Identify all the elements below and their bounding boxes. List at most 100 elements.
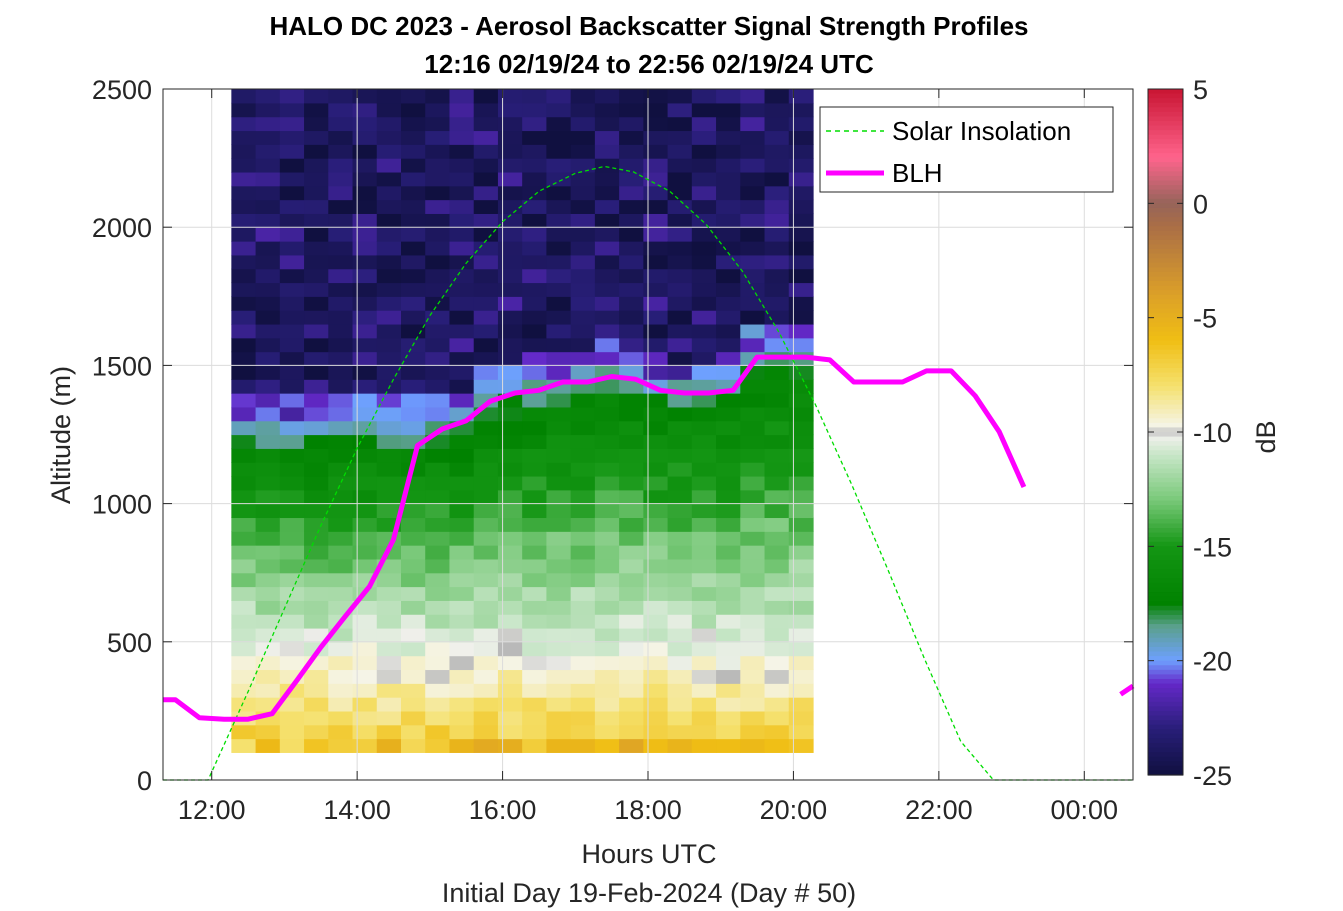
heatmap-cell — [255, 475, 281, 491]
heatmap-cell — [546, 351, 572, 366]
heatmap-cell — [667, 517, 693, 532]
heatmap-cell — [667, 213, 693, 228]
heatmap-cell — [497, 683, 523, 698]
heatmap-cell — [740, 462, 766, 477]
heatmap-cell — [401, 503, 426, 519]
heatmap-cell — [401, 655, 426, 671]
heatmap-cell — [570, 710, 596, 726]
heatmap-cell — [594, 738, 620, 753]
heatmap-cell — [449, 144, 475, 159]
heatmap-cell — [497, 517, 523, 532]
heatmap-cell — [376, 420, 402, 436]
heatmap-cell — [643, 683, 669, 698]
colorbar-band — [1148, 578, 1183, 584]
heatmap-cell — [401, 282, 426, 297]
heatmap-cell — [788, 227, 814, 242]
heatmap-cell — [740, 724, 766, 740]
heatmap-cell — [619, 185, 644, 201]
heatmap-cell — [304, 489, 329, 505]
heatmap-cell — [619, 406, 644, 422]
heatmap-cell — [619, 724, 644, 740]
heatmap-cell — [667, 199, 693, 214]
x-tick-label: 16:00 — [469, 795, 537, 825]
heatmap-cell — [449, 323, 475, 339]
heatmap-cell — [449, 199, 475, 214]
heatmap-cell — [255, 655, 281, 671]
heatmap-cell — [376, 475, 402, 491]
heatmap-cell — [231, 102, 257, 118]
heatmap-cell — [764, 489, 790, 505]
heatmap-cell — [716, 669, 741, 684]
heatmap-cell — [546, 724, 572, 740]
heatmap-cell — [619, 158, 644, 173]
heatmap-cell — [279, 323, 305, 339]
heatmap-cell — [570, 434, 596, 449]
heatmap-cell — [473, 434, 499, 449]
heatmap-cell — [279, 517, 305, 532]
heatmap-cell — [740, 420, 766, 436]
heatmap-cell — [497, 351, 523, 366]
heatmap-cell — [764, 448, 790, 463]
heatmap-cell — [425, 517, 451, 532]
heatmap-cell — [667, 351, 693, 366]
heatmap-cell — [255, 337, 281, 353]
heatmap-cell — [691, 282, 717, 297]
heatmap-cell — [279, 558, 305, 574]
heatmap-cell — [401, 351, 426, 366]
heatmap-cell — [716, 296, 741, 311]
heatmap-cell — [328, 130, 354, 145]
heatmap-cell — [764, 627, 790, 643]
colorbar-band — [1148, 706, 1183, 712]
heatmap-cell — [764, 614, 790, 629]
heatmap-cell — [643, 213, 669, 228]
heatmap-cell — [473, 600, 499, 615]
heatmap-cell — [449, 241, 475, 256]
heatmap-cell — [619, 268, 644, 284]
heatmap-cell — [352, 462, 378, 477]
heatmap-cell — [376, 323, 402, 339]
heatmap-cell — [788, 130, 814, 145]
colorbar-band — [1148, 262, 1183, 268]
heatmap-cell — [304, 268, 329, 284]
heatmap-cell — [522, 89, 548, 104]
heatmap-cell — [788, 185, 814, 201]
heatmap-cell — [231, 365, 257, 380]
heatmap-cell — [740, 600, 766, 615]
heatmap-cell — [619, 683, 644, 698]
heatmap-cell — [449, 475, 475, 491]
colorbar-band — [1148, 107, 1183, 113]
heatmap-cell — [522, 116, 548, 132]
heatmap-cell — [449, 282, 475, 297]
heatmap-cell — [376, 503, 402, 519]
heatmap-cell — [255, 158, 281, 173]
heatmap-cell — [740, 738, 766, 753]
heatmap-cell — [619, 434, 644, 449]
heatmap-cell — [304, 545, 329, 560]
heatmap-cell — [788, 517, 814, 532]
heatmap-cell — [449, 600, 475, 615]
heatmap-cell — [376, 710, 402, 726]
colorbar-tick-label: -5 — [1193, 304, 1217, 334]
heatmap-cell — [619, 614, 644, 629]
heatmap-cell — [279, 171, 305, 187]
heatmap-cell — [401, 199, 426, 214]
colorbar-band — [1148, 390, 1183, 397]
heatmap-cell — [376, 144, 402, 159]
heatmap-cell — [473, 420, 499, 436]
heatmap-cell — [764, 185, 790, 201]
heatmap-cell — [328, 296, 354, 311]
heatmap-cell — [643, 434, 669, 449]
heatmap-cell — [473, 710, 499, 726]
heatmap-cell — [522, 296, 548, 311]
heatmap-cell — [667, 434, 693, 449]
heatmap-cell — [667, 323, 693, 339]
heatmap-cell — [255, 144, 281, 159]
heatmap-cell — [570, 365, 596, 380]
heatmap-cell — [401, 254, 426, 270]
heatmap-cell — [570, 697, 596, 712]
colorbar-tick-label: 5 — [1193, 75, 1208, 105]
colorbar-band — [1148, 468, 1183, 474]
heatmap-cell — [740, 158, 766, 173]
colorbar-tick-label: -10 — [1193, 418, 1232, 448]
heatmap-cell — [788, 545, 814, 560]
